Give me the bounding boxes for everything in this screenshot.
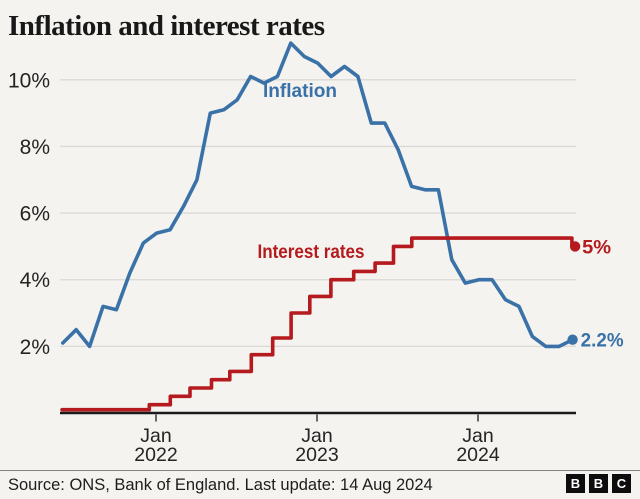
y-axis-label: 8% [20,136,50,159]
interest-rates-label: Interest rates [258,242,365,263]
inflation-end-label: 2.2% [581,331,624,352]
interest-rates-end-label: 5% [582,237,611,258]
inflation-end-dot [567,334,578,345]
inflation-line [60,41,575,349]
bbc-logo: B B C [566,474,631,493]
y-axis-label: 10% [8,69,50,92]
y-axis-label: 2% [20,336,50,359]
rates-end-dot [569,241,581,252]
chart-title: Inflation and interest rates [8,10,325,42]
footer-divider [0,470,640,471]
y-axis-label: 4% [20,269,50,292]
x-axis-label-month: Jan [140,425,171,447]
chart-canvas: 2%4%6%8%10%Jan2022Jan2023Jan2024Inflatio… [8,41,624,466]
interest-rates-line [60,236,577,412]
x-axis-label-month: Jan [301,425,332,447]
x-axis-label-year: 2024 [456,444,500,466]
source-text: Source: ONS, Bank of England. Last updat… [8,476,433,494]
inflation-label: Inflation [263,81,337,102]
x-axis-label-year: 2023 [295,444,338,466]
bbc-logo-letter-b1: B [566,474,585,493]
x-axis-label-month: Jan [462,425,493,447]
bbc-logo-letter-b2: B [589,474,608,493]
bbc-logo-letter-c: C [612,474,631,493]
x-axis-label-year: 2022 [134,444,177,466]
y-axis-label: 6% [20,203,50,226]
